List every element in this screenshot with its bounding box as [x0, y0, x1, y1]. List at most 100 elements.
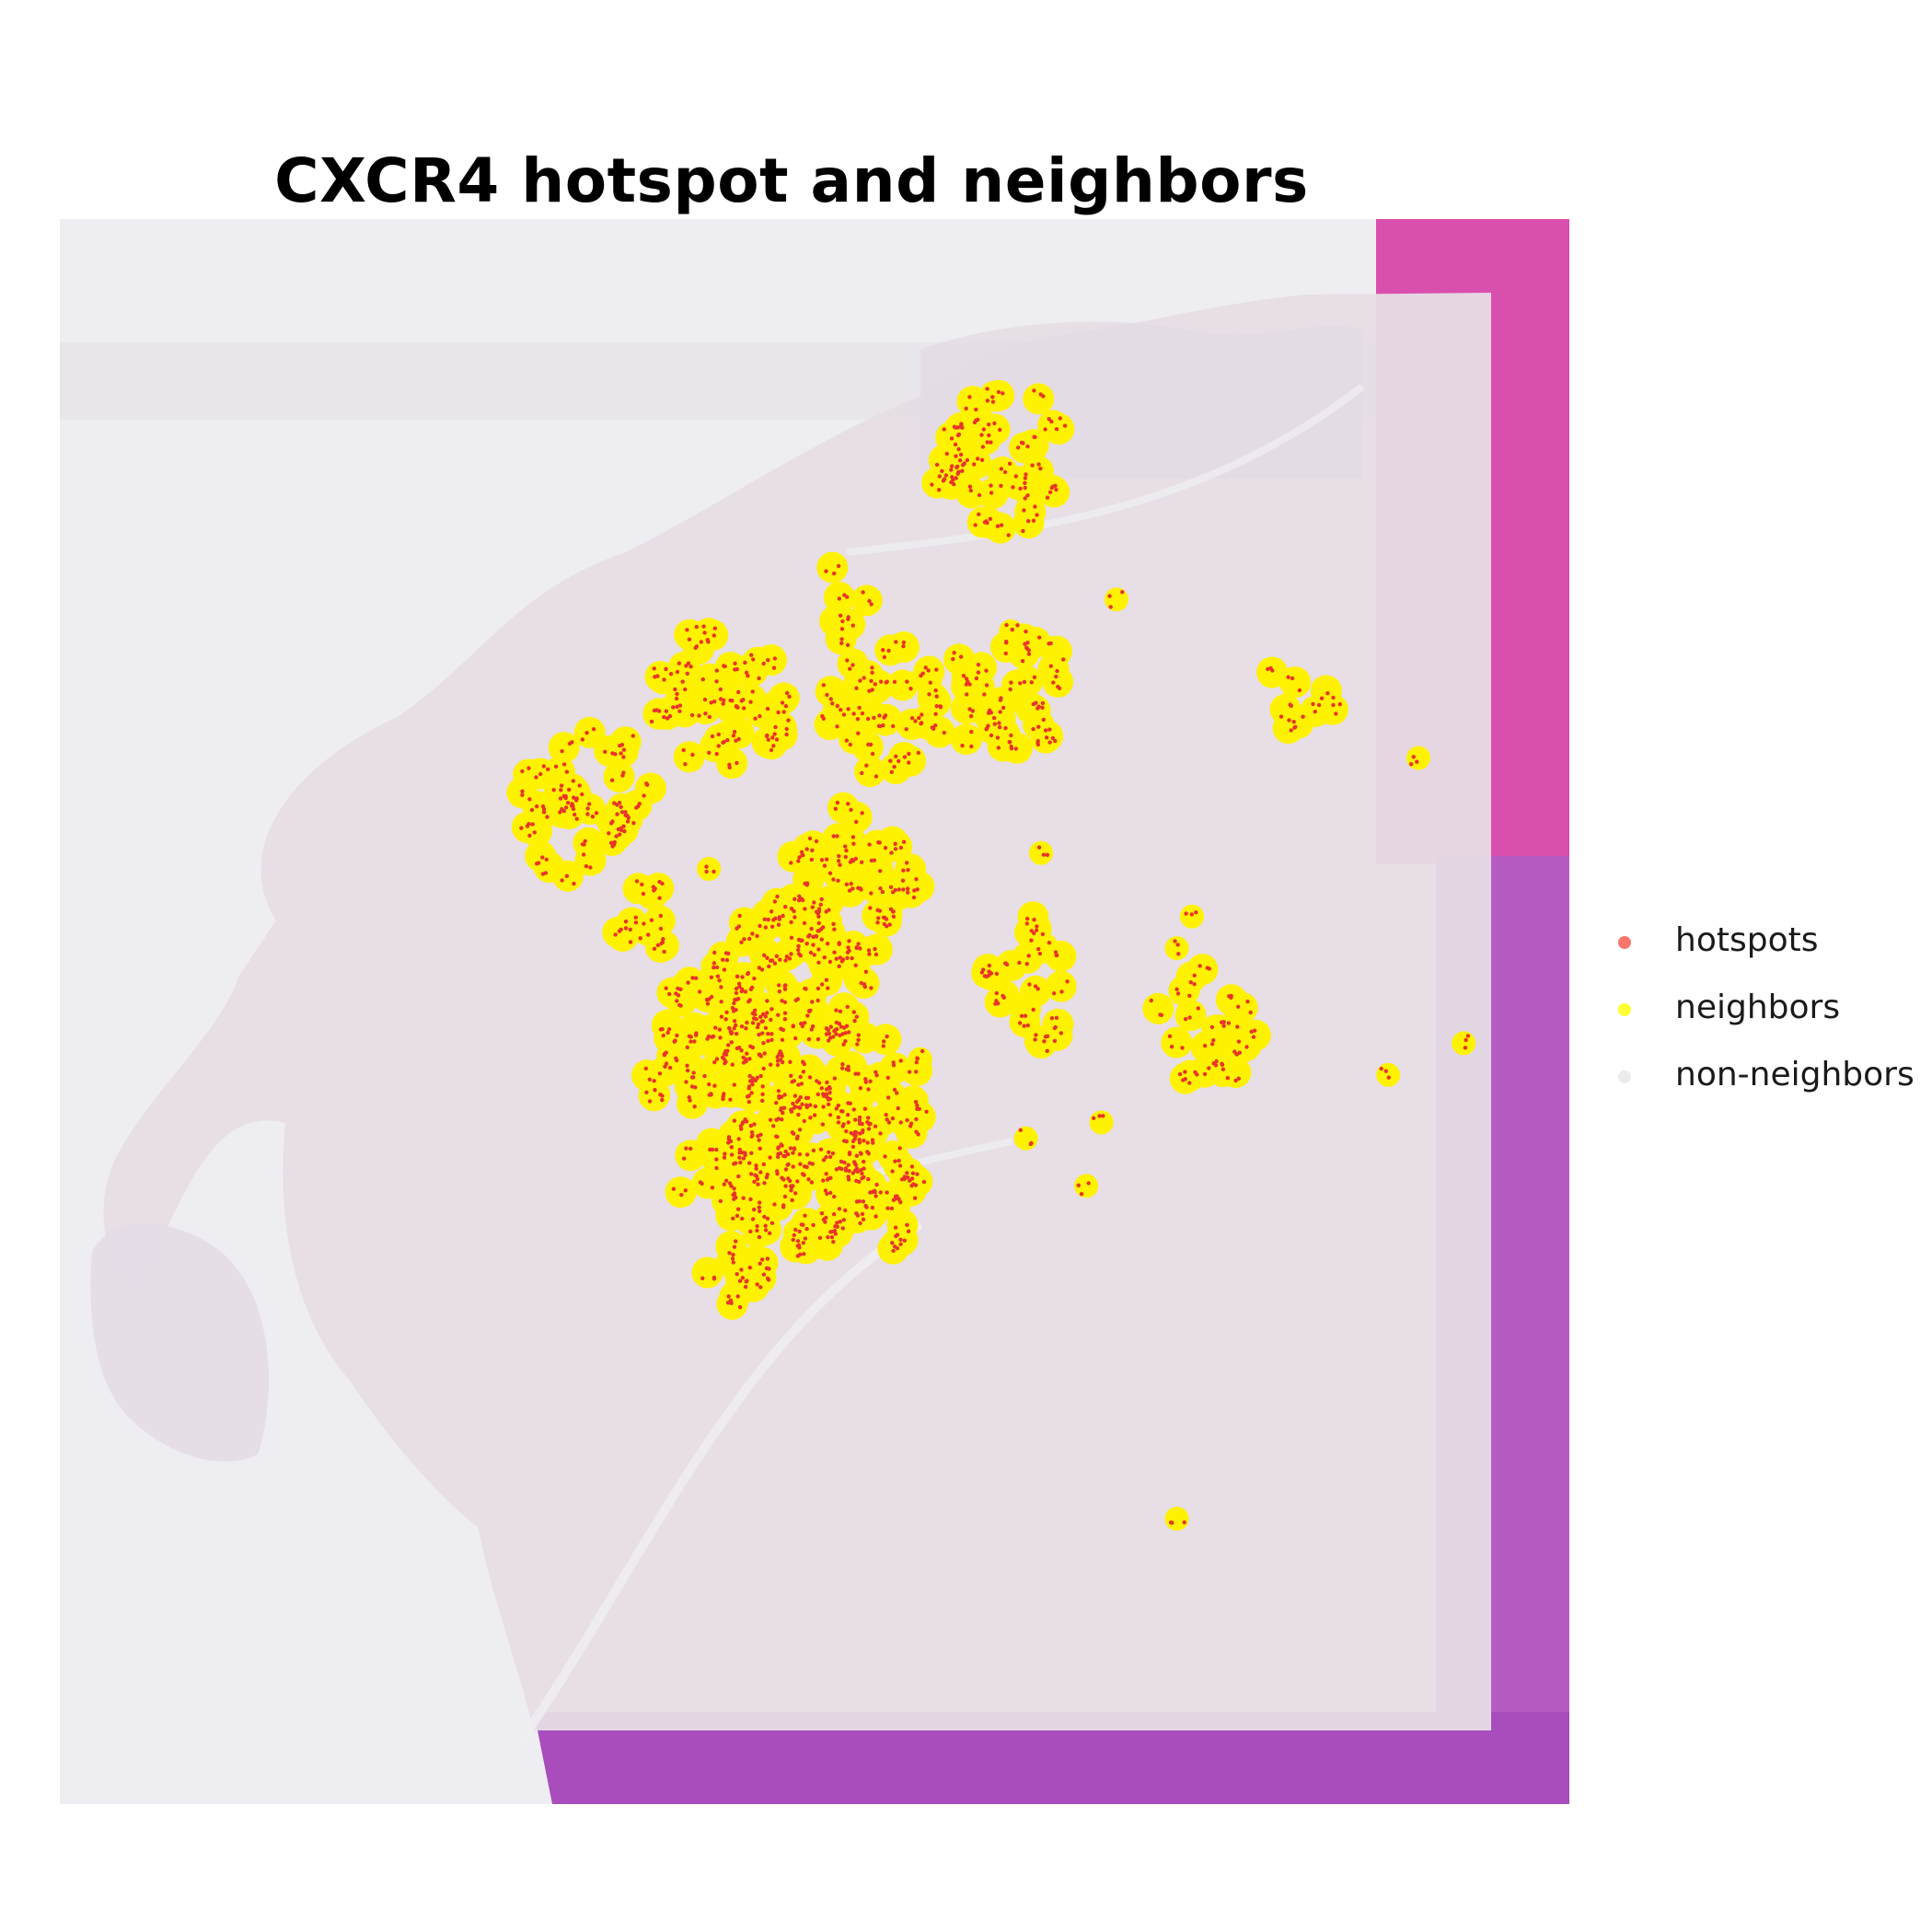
- hotspot-point: [660, 1093, 665, 1098]
- hotspot-point: [803, 881, 807, 886]
- hotspot-point: [987, 422, 991, 427]
- hotspot-point: [747, 1266, 752, 1270]
- hotspot-point: [795, 997, 800, 1001]
- neighbor-point: [842, 669, 874, 701]
- hotspot-point: [772, 1202, 777, 1207]
- hotspot-point: [1020, 659, 1025, 664]
- hotspot-point: [640, 882, 644, 887]
- hotspot-point: [1047, 490, 1053, 494]
- hotspot-point: [826, 986, 830, 990]
- neighbor-point: [1220, 1057, 1252, 1089]
- hotspot-point: [1196, 1006, 1201, 1011]
- hotspot-point: [799, 897, 804, 901]
- hotspot-point: [913, 1183, 919, 1187]
- hotspot-point: [527, 797, 532, 802]
- hotspot-point: [828, 1024, 833, 1029]
- neighbor-point: [642, 698, 675, 730]
- hotspot-point: [774, 737, 780, 742]
- neighbor-point: [668, 696, 700, 728]
- hotspot-point: [794, 1136, 800, 1141]
- neighbor-point: [1279, 666, 1312, 699]
- hotspot-point: [745, 1051, 749, 1056]
- hotspot-point: [819, 897, 824, 902]
- hotspot-point: [805, 1013, 810, 1018]
- hotspot-point: [858, 1086, 863, 1091]
- hotspot-point: [894, 640, 898, 644]
- hotspot-point: [667, 713, 673, 719]
- hotspot-point: [718, 1035, 723, 1040]
- hotspot-point: [847, 948, 851, 954]
- hotspot-point: [839, 1109, 844, 1114]
- hotspot-point: [843, 844, 848, 849]
- hotspot-point: [1043, 1035, 1048, 1039]
- hotspot-point: [743, 660, 747, 665]
- hotspot-point: [821, 1092, 826, 1096]
- hotspot-point: [934, 704, 939, 709]
- hotspot-point: [750, 1011, 756, 1016]
- hotspot-point: [942, 477, 947, 481]
- hotspot-point: [1266, 666, 1270, 672]
- hotspot-point: [982, 520, 988, 525]
- hotspot-point: [519, 826, 524, 830]
- hotspot-point: [1041, 852, 1047, 857]
- hotspot-point: [865, 1150, 870, 1154]
- hotspot-point: [712, 950, 717, 955]
- hotspot-point: [634, 879, 640, 884]
- hotspot-point: [891, 723, 896, 729]
- hotspot-point: [748, 1123, 753, 1128]
- hotspot-point: [610, 751, 615, 756]
- hotspot-point: [821, 1178, 826, 1183]
- hotspot-point: [1194, 910, 1198, 915]
- hotspot-point: [866, 948, 872, 953]
- hotspot-point: [840, 1032, 845, 1036]
- hotspot-point: [798, 1074, 803, 1080]
- hotspot-point: [914, 1129, 919, 1134]
- hotspot-point: [836, 1115, 840, 1120]
- neighbor-point: [850, 584, 883, 617]
- hotspot-point: [1184, 911, 1188, 916]
- hotspot-point: [889, 1206, 895, 1211]
- hotspot-point: [823, 1188, 828, 1193]
- hotspot-point: [1411, 755, 1417, 759]
- hotspot-point: [789, 935, 794, 940]
- hotspot-point: [829, 1235, 835, 1240]
- hotspot-point: [1017, 1021, 1023, 1025]
- hotspot-point: [917, 1106, 921, 1112]
- hotspot-point: [1270, 668, 1275, 673]
- hotspot-point: [841, 712, 847, 717]
- hotspot-point: [734, 1239, 738, 1244]
- hotspot-point: [845, 658, 850, 663]
- hotspot-point: [1013, 746, 1019, 751]
- hotspot-point: [803, 907, 807, 911]
- hotspot-point: [769, 1037, 774, 1043]
- neighbor-point: [682, 633, 714, 665]
- hotspot-point: [890, 1169, 895, 1174]
- neighbor-point: [807, 1088, 839, 1120]
- hotspot-point: [1009, 680, 1013, 685]
- hotspot-point: [573, 812, 577, 817]
- hotspot-point: [850, 886, 855, 891]
- hotspot-point: [714, 1165, 719, 1171]
- hotspot-point: [1188, 980, 1194, 985]
- hotspot-point: [967, 395, 972, 399]
- hotspot-point: [989, 440, 993, 445]
- hotspot-point: [837, 853, 841, 859]
- hotspot-point: [1149, 998, 1154, 1003]
- neighbor-point: [1020, 975, 1052, 1007]
- hotspot-point: [1183, 1017, 1188, 1022]
- hotspot-point: [763, 1228, 769, 1232]
- hotspot-point: [894, 1233, 898, 1239]
- hotspot-point: [734, 1031, 739, 1036]
- hotspot-point: [804, 1226, 809, 1232]
- hotspot-point: [860, 811, 864, 816]
- hotspot-point: [856, 942, 861, 946]
- hotspot-point: [653, 1088, 657, 1093]
- hotspot-point: [619, 827, 624, 832]
- hotspot-point: [993, 1001, 998, 1006]
- hotspot-point: [781, 913, 785, 919]
- hotspot-point: [901, 887, 906, 892]
- neighbor-point: [870, 1024, 902, 1056]
- neighbor-point: [886, 669, 919, 701]
- hotspot-point: [737, 1147, 742, 1152]
- hotspot-point: [787, 694, 792, 699]
